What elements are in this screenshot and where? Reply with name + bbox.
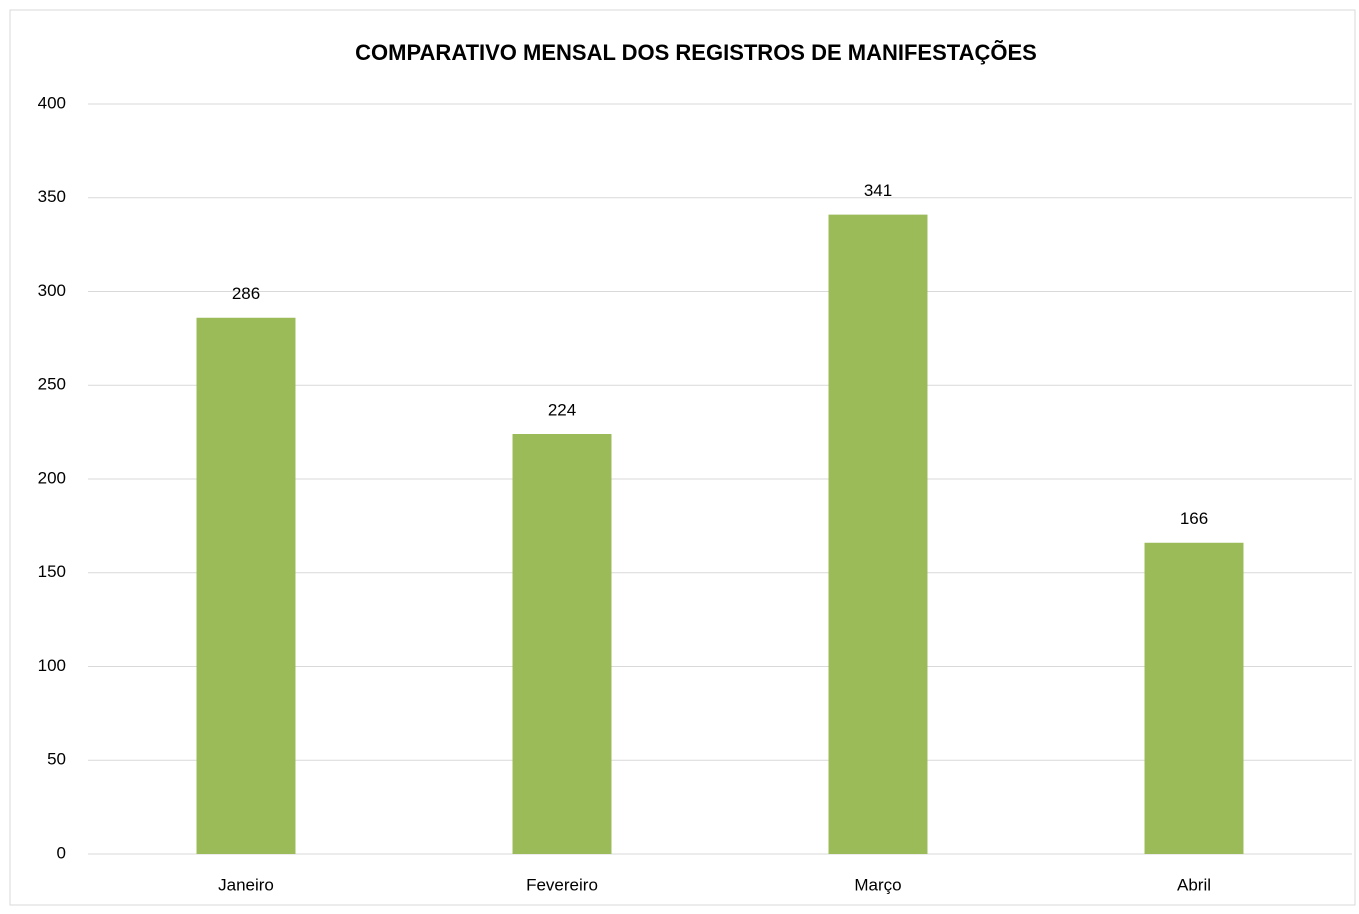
y-tick-label: 100 [38, 656, 66, 675]
chart-title: COMPARATIVO MENSAL DOS REGISTROS DE MANI… [355, 40, 1037, 65]
y-tick-label: 150 [38, 562, 66, 581]
bar [512, 434, 612, 854]
y-tick-label: 200 [38, 468, 66, 487]
data-label: 166 [1180, 509, 1208, 528]
x-tick-label: Abril [1177, 875, 1211, 894]
bar [828, 214, 928, 854]
y-tick-label: 400 [38, 93, 66, 112]
bar [1144, 542, 1244, 854]
x-tick-label: Março [854, 875, 901, 894]
y-tick-label: 0 [57, 843, 66, 862]
data-label: 341 [864, 181, 892, 200]
y-tick-label: 50 [47, 750, 66, 769]
y-tick-label: 350 [38, 187, 66, 206]
y-tick-label: 250 [38, 375, 66, 394]
data-label: 224 [548, 400, 576, 419]
y-tick-label: 300 [38, 281, 66, 300]
x-tick-label: Janeiro [218, 875, 274, 894]
bar [196, 317, 296, 854]
data-label: 286 [232, 284, 260, 303]
x-tick-label: Fevereiro [526, 875, 598, 894]
